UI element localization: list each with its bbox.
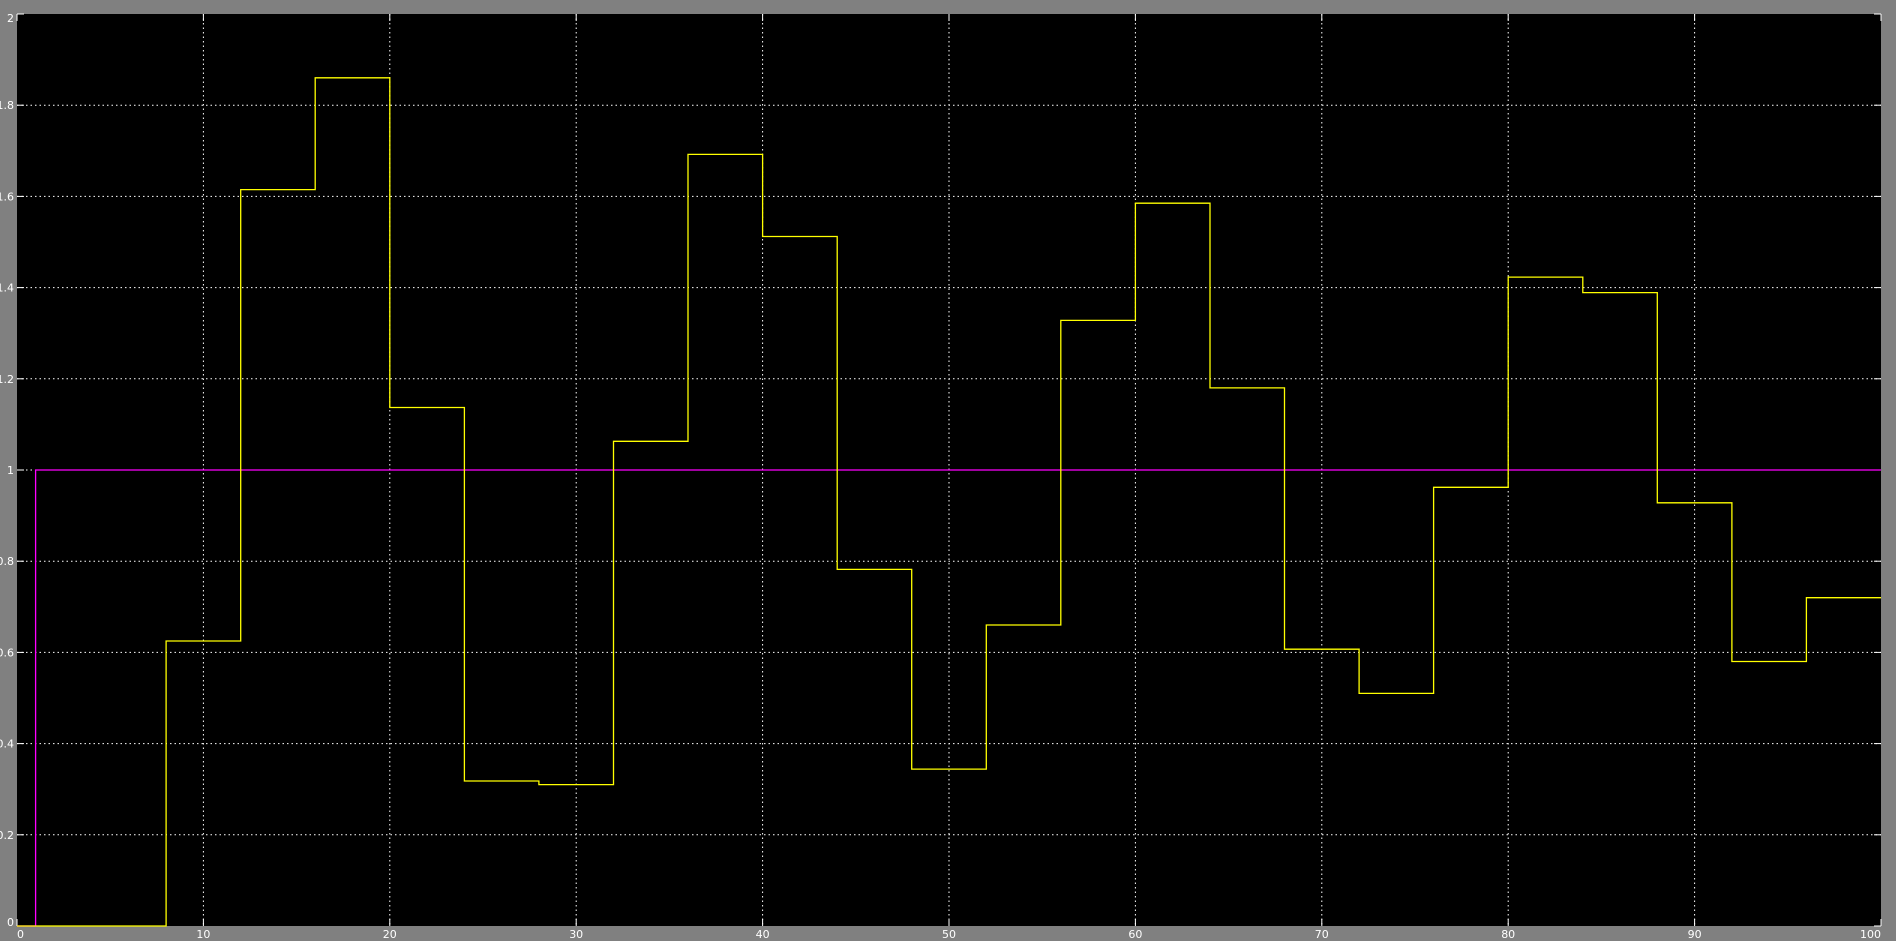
y-tick-label: 1.6: [0, 190, 14, 203]
y-tick-label: 0.2: [0, 829, 14, 842]
series-line-output: [17, 77, 1881, 927]
y-tick-label: 0.8: [0, 555, 14, 568]
x-tick-label: 100: [1860, 928, 1881, 941]
y-tick-label: 2: [7, 12, 14, 25]
y-tick-label: 1.8: [0, 99, 14, 112]
x-tick-labels: 0 10 20 30 40 50 60 70 80 90 100: [17, 928, 1881, 941]
x-tick-label: 10: [196, 928, 210, 941]
y-tick-label: 0.6: [0, 646, 14, 659]
y-tick-label: 1.2: [0, 373, 14, 386]
x-tick-label: 40: [756, 928, 770, 941]
y-tick-label: 1.4: [0, 282, 14, 295]
x-tick-label: 70: [1315, 928, 1329, 941]
y-tick-labels: 0 0.2 0.4 0.6 0.8 1 1.2 1.4 1.6 1.8 2: [0, 12, 14, 929]
x-tick-label: 0: [17, 928, 24, 941]
x-tick-label: 90: [1688, 928, 1702, 941]
x-tick-label: 50: [942, 928, 956, 941]
x-tick-label: 20: [383, 928, 397, 941]
y-tick-label: 0: [7, 916, 14, 929]
x-tick-label: 80: [1501, 928, 1515, 941]
y-tick-label: 1: [7, 464, 14, 477]
y-tick-label: 0.4: [0, 738, 14, 751]
x-tick-label: 60: [1128, 928, 1142, 941]
x-tick-label: 30: [569, 928, 583, 941]
series-lines: [17, 77, 1881, 927]
